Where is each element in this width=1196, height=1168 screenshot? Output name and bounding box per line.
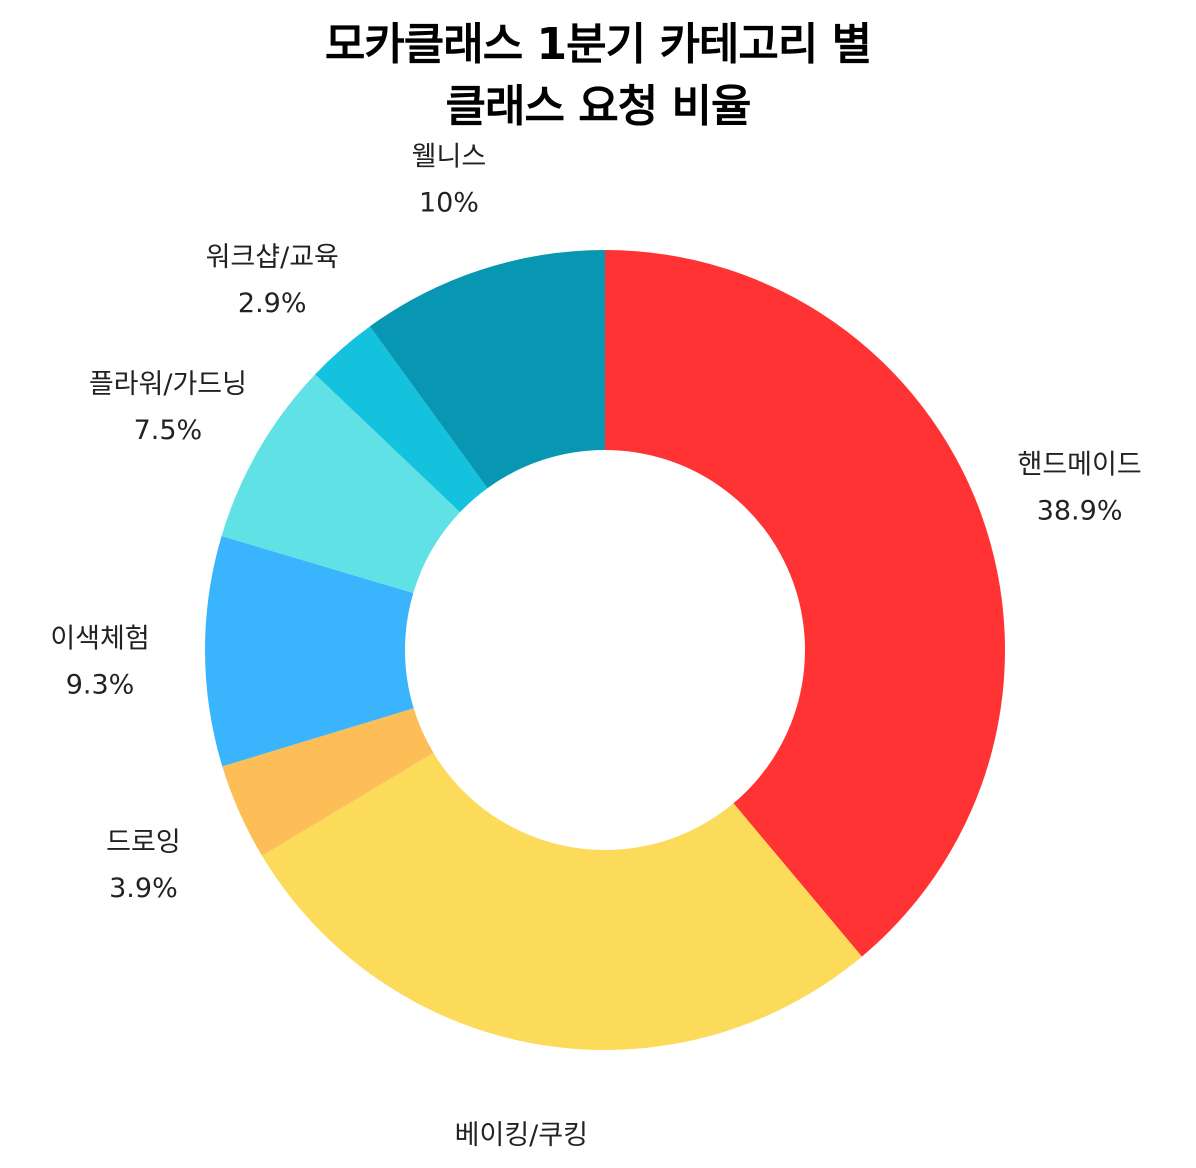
slice-category-label-6: 웰니스 xyxy=(412,142,487,173)
slice-category-label-5: 워크샵/교육 xyxy=(206,242,339,273)
donut-slice-4 xyxy=(221,374,461,593)
slice-value-label-4: 7.5% xyxy=(134,415,203,446)
chart-title-line-1: 모카클래스 1분기 카테고리 별 xyxy=(324,19,872,70)
donut-slice-3 xyxy=(205,535,414,767)
slice-value-label-3: 9.3% xyxy=(66,670,135,701)
slice-category-label-2: 드로잉 xyxy=(106,827,181,858)
donut-slice-5 xyxy=(315,326,488,513)
slice-value-label-6: 10% xyxy=(419,188,479,219)
slice-category-label-1: 베이킹/쿠킹 xyxy=(455,1120,588,1151)
slice-labels: 핸드메이드 38.9% 베이킹/쿠킹 27.5% 드로잉 3.9% 이색체험 9.3% 플라워/… xyxy=(50,142,1141,1168)
slice-value-label-0: 38.9% xyxy=(1037,495,1123,526)
chart-title: 모카클래스 1분기 카테고리 별 클래스 요청 비율 xyxy=(0,14,1196,138)
donut-slice-1 xyxy=(261,752,862,1050)
slice-value-label-2: 3.9% xyxy=(109,873,178,904)
chart-title-line-2: 클래스 요청 비율 xyxy=(445,81,752,132)
slice-value-label-1: 27.5% xyxy=(478,1166,564,1168)
slice-category-label-4: 플라워/가드닝 xyxy=(89,369,247,400)
slice-value-label-5: 2.9% xyxy=(238,288,307,319)
donut-slices xyxy=(205,250,1005,1050)
donut-slice-0 xyxy=(605,250,1005,957)
donut-slice-6 xyxy=(369,250,605,489)
donut-slice-2 xyxy=(222,708,434,856)
slice-category-label-0: 핸드메이드 xyxy=(1018,449,1142,480)
slice-category-label-3: 이색체험 xyxy=(50,624,149,655)
